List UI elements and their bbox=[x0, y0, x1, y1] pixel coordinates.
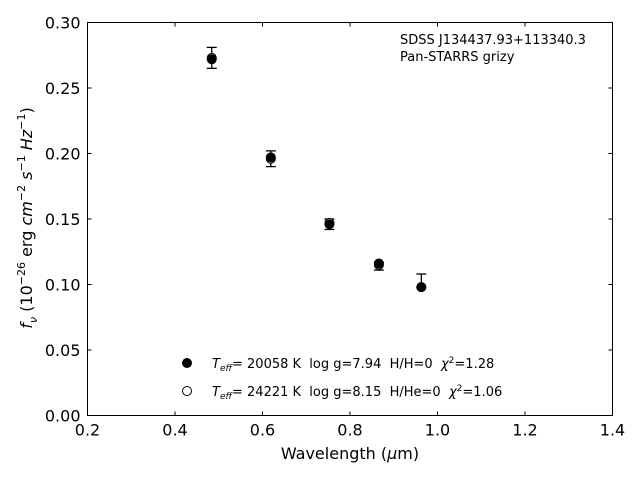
legend: Teff= 20058 K log g=7.94 H/H=0 χ2=1.28 T… bbox=[182, 356, 502, 402]
x-axis-label: Wavelength (μm) bbox=[281, 444, 419, 463]
x-axis: 0.2 0.4 0.6 0.8 1.0 1.2 1.4 bbox=[75, 22, 625, 440]
y-axis: 0.00 0.05 0.10 0.15 0.20 0.25 0.30 bbox=[45, 14, 613, 426]
y-tick-label: 0.15 bbox=[45, 210, 81, 229]
x-tick-label: 1.4 bbox=[600, 421, 625, 440]
legend-entry-2: Teff= 24221 K log g=8.15 H/He=0 χ2=1.06 bbox=[212, 384, 502, 402]
filled-circle-point bbox=[265, 152, 276, 163]
annotation-line-2: Pan-STARRS grizy bbox=[400, 50, 515, 65]
filled-circle-point bbox=[324, 219, 335, 230]
y-tick-label: 0.25 bbox=[45, 79, 81, 98]
x-tick-label: 1.0 bbox=[425, 421, 450, 440]
filled-circle-point bbox=[206, 54, 217, 65]
legend-marker-filled bbox=[182, 358, 192, 368]
legend-marker-open bbox=[182, 386, 192, 396]
x-tick-label: 0.4 bbox=[162, 421, 187, 440]
filled-circle-point bbox=[373, 258, 384, 269]
x-tick-label: 0.2 bbox=[75, 421, 100, 440]
filled-circle-point bbox=[416, 282, 427, 293]
y-tick-label: 0.20 bbox=[45, 145, 81, 164]
y-tick-label: 0.10 bbox=[45, 276, 81, 295]
data-markers bbox=[206, 46, 427, 293]
y-tick-label: 0.05 bbox=[45, 341, 81, 360]
y-tick-label: 0.30 bbox=[45, 14, 81, 33]
annotation-line-1: SDSS J134437.93+113340.3 bbox=[400, 33, 586, 48]
x-tick-label: 0.8 bbox=[337, 421, 362, 440]
y-tick-label: 0.00 bbox=[45, 407, 81, 426]
x-tick-label: 0.6 bbox=[250, 421, 275, 440]
x-tick-label: 1.2 bbox=[512, 421, 537, 440]
legend-entry-1: Teff= 20058 K log g=7.94 H/H=0 χ2=1.28 bbox=[212, 356, 494, 374]
y-axis-label: fν (10−26 erg cm−2 s−1 Hz−1) bbox=[15, 107, 40, 328]
